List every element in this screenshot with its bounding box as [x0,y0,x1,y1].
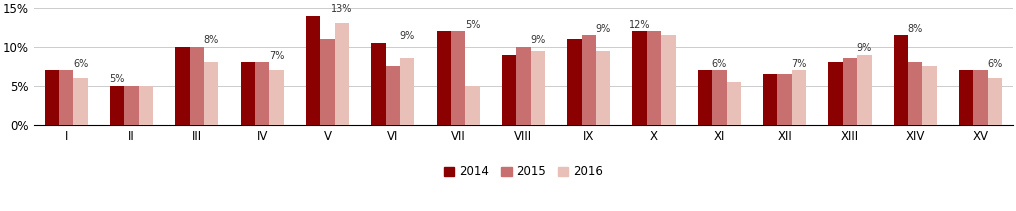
Bar [894,35,908,125]
Bar [516,47,530,125]
Bar [437,31,451,125]
Bar [465,86,480,125]
Bar [973,70,988,125]
Bar [269,70,283,125]
Text: 5%: 5% [464,20,481,30]
Bar [843,58,858,125]
Legend: 2014, 2015, 2016: 2014, 2015, 2016 [439,161,608,183]
Bar [124,86,139,125]
Text: 8%: 8% [203,35,218,45]
Bar [923,66,937,125]
Bar [400,58,415,125]
Bar [306,16,320,125]
Bar [567,39,581,125]
Bar [386,66,400,125]
Bar [59,70,73,125]
Bar [334,23,350,125]
Bar [110,86,124,125]
Bar [791,70,807,125]
Bar [777,74,791,125]
Bar [255,62,269,125]
Text: 7%: 7% [269,51,284,61]
Text: 6%: 6% [73,59,88,69]
Bar [908,62,923,125]
Text: 9%: 9% [399,31,415,41]
Bar [959,70,973,125]
Bar [633,31,647,125]
Bar [241,62,255,125]
Bar [45,70,59,125]
Bar [647,31,661,125]
Bar [726,82,741,125]
Bar [661,35,676,125]
Bar [451,31,465,125]
Bar [698,70,712,125]
Bar [190,47,204,125]
Bar [320,39,334,125]
Text: 9%: 9% [530,35,546,45]
Text: 13%: 13% [331,4,353,14]
Bar [581,35,596,125]
Bar [73,78,87,125]
Bar [139,86,153,125]
Bar [596,51,611,125]
Bar [176,47,190,125]
Text: 6%: 6% [988,59,1003,69]
Text: 7%: 7% [791,59,807,69]
Bar [502,55,516,125]
Bar [712,70,726,125]
Text: 8%: 8% [907,23,923,34]
Text: 9%: 9% [856,43,872,53]
Text: 9%: 9% [595,23,611,34]
Text: 6%: 6% [712,59,727,69]
Text: 5%: 5% [110,74,125,84]
Text: 12%: 12% [629,20,650,30]
Bar [530,51,545,125]
Bar [763,74,777,125]
Bar [988,78,1002,125]
Bar [858,55,872,125]
Bar [371,43,386,125]
Bar [204,62,218,125]
Bar [828,62,843,125]
